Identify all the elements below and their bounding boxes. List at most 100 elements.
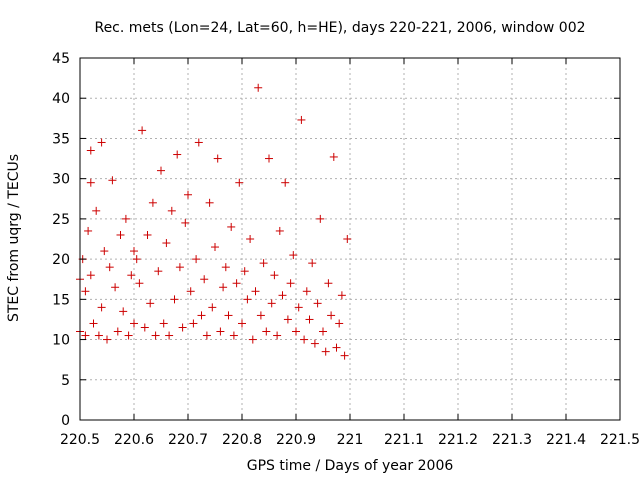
x-tick-label: 220.9 bbox=[276, 432, 316, 448]
data-point bbox=[278, 291, 287, 300]
data-point bbox=[194, 138, 203, 147]
data-point bbox=[324, 279, 333, 288]
data-point bbox=[124, 331, 133, 340]
x-tick-label: 220.8 bbox=[222, 432, 262, 448]
data-point bbox=[211, 243, 219, 252]
data-point bbox=[192, 255, 201, 264]
y-tick-label: 10 bbox=[52, 333, 70, 349]
data-point bbox=[165, 331, 174, 340]
data-point bbox=[294, 303, 303, 312]
data-point bbox=[135, 279, 144, 288]
data-point bbox=[92, 206, 101, 215]
data-point bbox=[189, 319, 198, 328]
y-tick-label: 45 bbox=[52, 51, 70, 67]
x-tick-label: 221.2 bbox=[438, 432, 478, 448]
data-point bbox=[121, 214, 130, 223]
data-point bbox=[340, 351, 349, 360]
data-point bbox=[105, 263, 114, 272]
y-tick-label: 0 bbox=[61, 413, 70, 429]
data-point bbox=[308, 259, 317, 268]
data-point bbox=[103, 335, 111, 344]
data-point bbox=[224, 311, 233, 320]
data-point bbox=[184, 190, 192, 199]
data-point bbox=[205, 198, 214, 207]
data-point bbox=[178, 323, 187, 332]
y-tick-label: 20 bbox=[52, 252, 70, 268]
data-point bbox=[148, 198, 157, 207]
data-point bbox=[235, 178, 244, 187]
y-tick-label: 25 bbox=[52, 212, 70, 228]
y-tick-label: 15 bbox=[52, 292, 70, 308]
data-point bbox=[154, 267, 163, 276]
data-point bbox=[337, 291, 346, 300]
data-point bbox=[321, 347, 330, 356]
data-point bbox=[146, 299, 155, 308]
data-point bbox=[229, 331, 238, 340]
data-point bbox=[86, 271, 95, 280]
x-tick-label: 221.5 bbox=[600, 432, 640, 448]
data-point bbox=[167, 206, 176, 215]
data-point bbox=[130, 319, 138, 328]
data-point bbox=[329, 152, 338, 161]
data-point bbox=[181, 218, 190, 227]
x-axis-label: GPS time / Days of year 2006 bbox=[247, 458, 454, 474]
y-tick-label: 35 bbox=[52, 131, 70, 147]
data-point bbox=[132, 255, 141, 264]
data-point bbox=[256, 311, 265, 320]
data-point bbox=[159, 319, 168, 328]
y-axis-label: STEC from uqrg / TECUs bbox=[6, 154, 22, 322]
data-point bbox=[86, 178, 95, 187]
x-tick-label: 220.7 bbox=[168, 432, 208, 448]
data-point bbox=[200, 275, 209, 284]
data-point bbox=[343, 235, 352, 243]
data-point bbox=[111, 283, 120, 292]
data-point bbox=[175, 263, 184, 272]
data-point bbox=[138, 126, 147, 135]
data-point bbox=[89, 319, 98, 328]
data-point bbox=[275, 226, 284, 235]
data-points bbox=[76, 83, 352, 360]
data-point bbox=[243, 295, 252, 304]
data-point bbox=[300, 335, 309, 344]
data-point bbox=[140, 323, 149, 332]
data-point bbox=[313, 299, 322, 308]
data-point bbox=[265, 154, 273, 163]
y-tick-label: 40 bbox=[52, 91, 70, 107]
data-point bbox=[335, 319, 344, 328]
data-point bbox=[221, 263, 230, 272]
x-tick-label: 221.1 bbox=[384, 432, 424, 448]
data-point bbox=[119, 307, 128, 316]
data-point bbox=[108, 176, 117, 185]
data-point bbox=[197, 311, 206, 320]
data-point bbox=[267, 299, 276, 308]
data-point bbox=[305, 315, 314, 324]
y-tick-label: 5 bbox=[61, 373, 70, 389]
chart-title: Rec. mets (Lon=24, Lat=60, h=HE), days 2… bbox=[94, 20, 585, 36]
data-point bbox=[162, 239, 171, 248]
data-point bbox=[302, 287, 311, 296]
data-point bbox=[283, 315, 292, 324]
data-point bbox=[240, 267, 249, 276]
data-point bbox=[116, 230, 125, 239]
data-point bbox=[97, 303, 106, 312]
x-tick-label: 221.3 bbox=[492, 432, 532, 448]
data-point bbox=[86, 146, 95, 155]
x-tick-label: 221.4 bbox=[546, 432, 586, 448]
data-point bbox=[81, 331, 90, 340]
data-point bbox=[297, 115, 306, 124]
axis-ticks: 220.5 220.6 220.7 220.8 220.9 221 221.1 221.2 22… bbox=[52, 51, 640, 448]
data-point bbox=[94, 331, 103, 340]
data-point bbox=[219, 283, 228, 292]
data-point bbox=[327, 311, 336, 320]
data-point bbox=[289, 251, 298, 260]
data-point bbox=[248, 335, 257, 344]
grid bbox=[80, 58, 620, 420]
data-point bbox=[316, 214, 325, 223]
data-point bbox=[292, 327, 300, 336]
data-point bbox=[216, 327, 225, 336]
data-point bbox=[151, 331, 160, 340]
data-point bbox=[157, 166, 165, 175]
data-point bbox=[254, 83, 263, 92]
data-point bbox=[113, 327, 122, 336]
data-point bbox=[270, 271, 279, 280]
